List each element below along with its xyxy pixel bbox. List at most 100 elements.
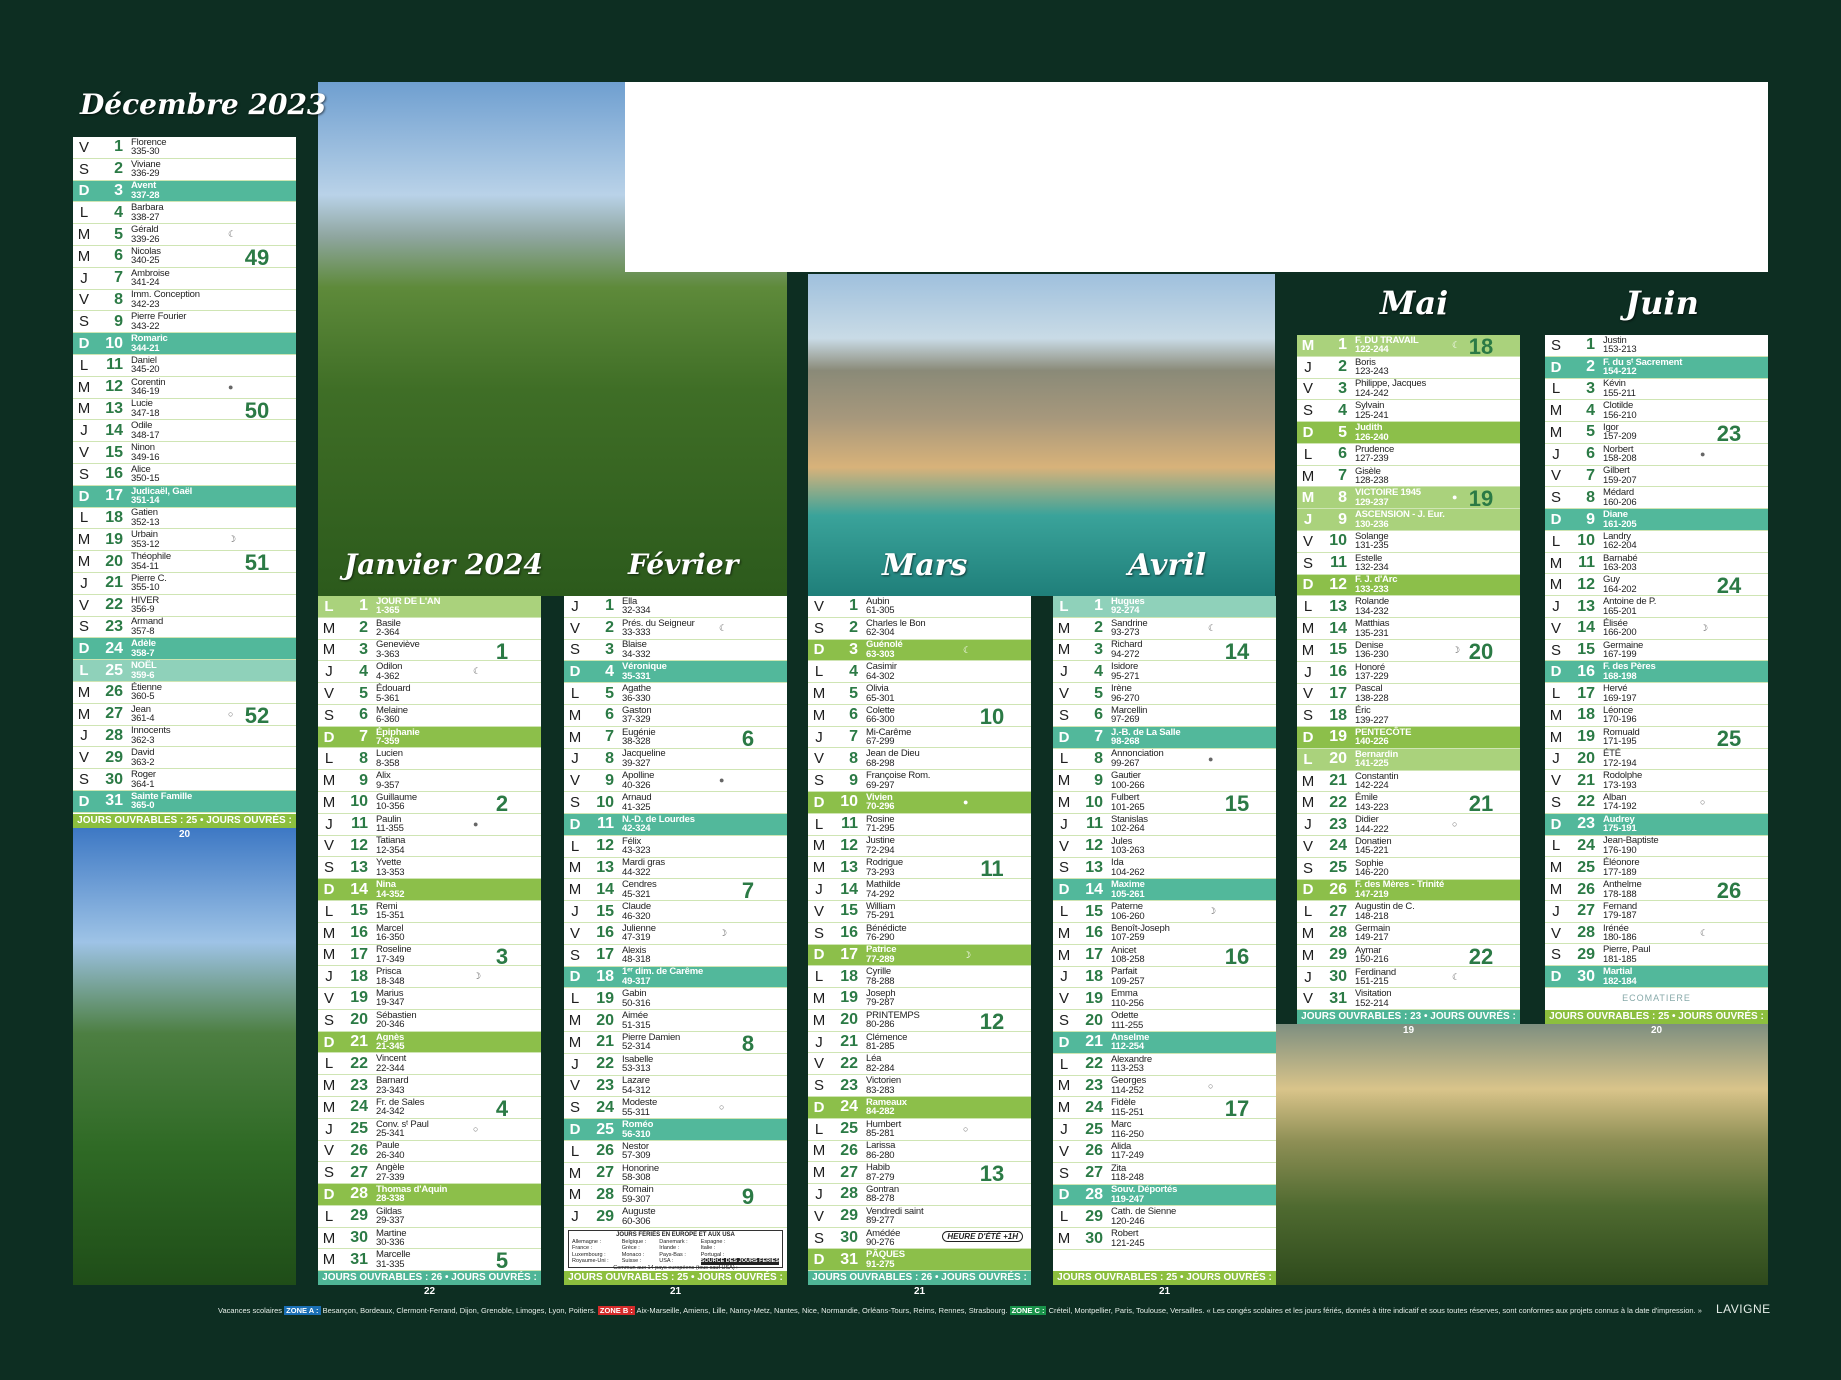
saint-name: Jacqueline 39-327 [622, 749, 666, 769]
saint-label: Arnaud [622, 792, 652, 804]
day-number: 11 [1578, 554, 1595, 572]
saint-label: PÂQUES [866, 1249, 905, 1261]
saint-label: Rodolphe [1603, 770, 1643, 782]
saint-label: Gilbert [1603, 465, 1630, 477]
day-row: M 30 Martine 30-336 [318, 1228, 541, 1250]
weekday-letter: J [1304, 663, 1312, 681]
weekday-letter: V [323, 1142, 334, 1160]
day-row: D 14 Nina 14-352 [318, 879, 541, 901]
day-row: V 5 Irène 96-270 [1053, 683, 1276, 705]
saint-label: Léa [866, 1053, 882, 1065]
day-of-year: 360-5 [131, 691, 155, 703]
weekday-letter: L [324, 902, 334, 920]
saint-label: Émile [1355, 792, 1378, 804]
day-of-year: 35-331 [622, 670, 651, 682]
saint-label: Rolande [1355, 596, 1389, 608]
day-of-year: 142-224 [1355, 780, 1389, 792]
weekday-letter: S [78, 160, 89, 178]
moon-phase-icon: ○ [963, 1123, 969, 1134]
day-of-year: 81-285 [866, 1041, 895, 1053]
weekday-letter: L [1059, 903, 1069, 921]
saint-name: Gautier 100-266 [1111, 771, 1145, 790]
weekday-letter: S [323, 859, 334, 877]
saint-label: Amédée [866, 1227, 901, 1239]
day-of-year: 23-343 [376, 1084, 405, 1096]
day-number: 14 [596, 880, 614, 898]
weekday-letter: J [80, 574, 88, 592]
saint-name: Habib 87-279 [866, 1163, 895, 1182]
day-of-year: 39-327 [622, 757, 651, 769]
day-row: M 20 Théophile 354-11 51 [73, 550, 296, 575]
day-number: 15 [350, 902, 368, 920]
day-of-year: 179-187 [1603, 910, 1637, 922]
day-of-year: 344-21 [131, 342, 160, 354]
saint-label: Colette [866, 704, 895, 716]
day-of-year: 345-20 [131, 364, 160, 376]
saint-label: Épiphanie [376, 726, 420, 738]
week-number: 8 [741, 1030, 755, 1056]
day-row: M 10 Fulbert 101-265 15 [1053, 791, 1276, 816]
legend-col-3: Danemark : Irlande : Pays-Bas : USA : [659, 1238, 688, 1265]
week-number: 13 [979, 1161, 1005, 1187]
day-of-year: 19-347 [376, 997, 405, 1009]
day-of-year: 123-243 [1355, 366, 1389, 378]
weekday-letter: S [813, 619, 824, 637]
day-number: 14 [1329, 619, 1347, 637]
day-row: S 27 Angèle 27-339 [318, 1162, 541, 1185]
day-of-year: 30-336 [376, 1237, 405, 1249]
day-of-year: 24-342 [376, 1106, 405, 1118]
saint-label: Roméo [622, 1119, 654, 1131]
day-number: 14 [105, 421, 123, 439]
saint-name: Alice 350-15 [131, 465, 160, 484]
day-of-year: 85-281 [866, 1128, 895, 1140]
day-number: 9 [1586, 510, 1595, 528]
day-row: L 13 Rolande 134-232 [1297, 596, 1520, 619]
day-of-year: 365-0 [131, 800, 155, 812]
saint-name: Modeste 55-311 [622, 1098, 657, 1117]
saint-label: JOUR DE L'AN [376, 595, 441, 607]
saint-name: Fidèle 115-251 [1111, 1098, 1144, 1117]
day-number: 2 [114, 160, 123, 178]
saint-label: Rosine [866, 813, 895, 825]
day-row: S 30 Roger 364-1 [73, 769, 296, 791]
saint-name: Honorine 58-308 [622, 1164, 659, 1183]
saint-name: Justine 72-294 [866, 836, 895, 855]
day-row: M 15 Denise 136-230 ☽ 20 [1297, 639, 1520, 664]
saint-name: Barbara 338-27 [131, 203, 164, 222]
day-row: V 5 Édouard 5-361 [318, 683, 541, 705]
weekday-letter: M [1057, 794, 1071, 812]
saint-label: Sylvain [1355, 400, 1385, 412]
day-of-year: 165-201 [1603, 605, 1637, 617]
weekday-letter: M [322, 772, 336, 790]
weekday-letter: M [1301, 924, 1315, 942]
saint-name: Germain 149-217 [1355, 924, 1390, 943]
day-number: 14 [1085, 880, 1103, 898]
legend-col-2: Belgique : Grèce : Monaco : Suisse : [621, 1238, 647, 1265]
photo-ordinary-white-box [625, 82, 1768, 272]
day-of-year: 10-356 [376, 801, 405, 813]
moon-phase-icon: ● [473, 818, 479, 829]
saint-name: Aimée 51-315 [622, 1011, 651, 1030]
saint-name: VICTOIRE 1945 129-237 [1355, 488, 1421, 507]
day-row: J 2 Boris 123-243 [1297, 357, 1520, 379]
saint-name: Alban 174-192 [1603, 793, 1637, 812]
day-row: M 12 Justine 72-294 [808, 836, 1031, 858]
day-row: V 8 Imm. Conception 342-23 [73, 290, 296, 312]
saint-label: Benoît-Joseph [1111, 922, 1170, 934]
day-number: 27 [840, 1163, 858, 1181]
day-row: V 2 Prés. du Seigneur 33-333 ☾ [564, 618, 787, 640]
day-row: S 6 Marcellin 97-269 [1053, 705, 1276, 727]
day-row: S 11 Estelle 132-234 [1297, 553, 1520, 575]
day-row: M 21 Constantin 142-224 [1297, 771, 1520, 793]
day-row: V 22 Léa 82-284 [808, 1053, 1031, 1076]
saint-label: Clotilde [1603, 400, 1634, 412]
saint-label: Geneviève [376, 639, 420, 651]
day-row: V 23 Lazare 54-312 [564, 1076, 787, 1098]
month-title-january: Janvier 2024 [344, 548, 543, 581]
moon-phase-icon: ● [1700, 448, 1706, 459]
saint-name: Richard 94-272 [1111, 640, 1143, 659]
day-row: L 26 Nestor 57-309 [564, 1141, 787, 1163]
weekday-letter: S [323, 1164, 334, 1182]
working-days-footer: JOURS OUVRABLES : 25 • JOURS OUVRÉS : 20 [1545, 1010, 1768, 1036]
zone-a-badge: ZONE A : [284, 1306, 321, 1315]
